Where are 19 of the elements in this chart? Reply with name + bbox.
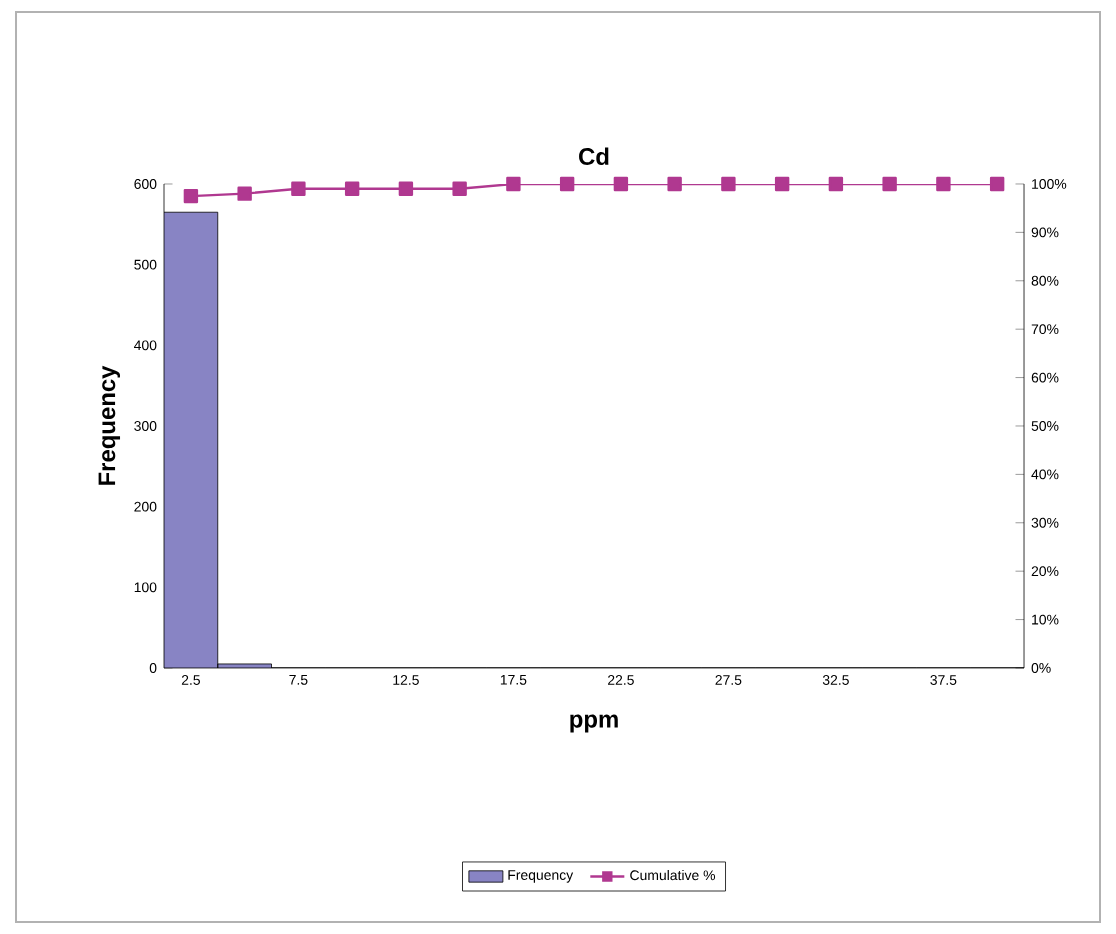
point — [183, 188, 199, 204]
point — [936, 176, 951, 192]
x-axis-title: ppm — [570, 714, 618, 733]
point — [828, 176, 844, 192]
y-axis-title: Frequency — [98, 365, 121, 485]
point — [667, 176, 682, 192]
point — [452, 181, 467, 197]
point — [721, 176, 736, 192]
point — [237, 186, 252, 201]
point — [989, 176, 1005, 192]
point — [774, 176, 790, 192]
point — [613, 176, 629, 192]
point — [559, 176, 575, 192]
point — [398, 181, 414, 197]
chart-title: Cd — [579, 147, 609, 165]
point — [882, 176, 897, 192]
point — [291, 181, 306, 197]
point — [344, 181, 360, 197]
point — [506, 176, 521, 192]
